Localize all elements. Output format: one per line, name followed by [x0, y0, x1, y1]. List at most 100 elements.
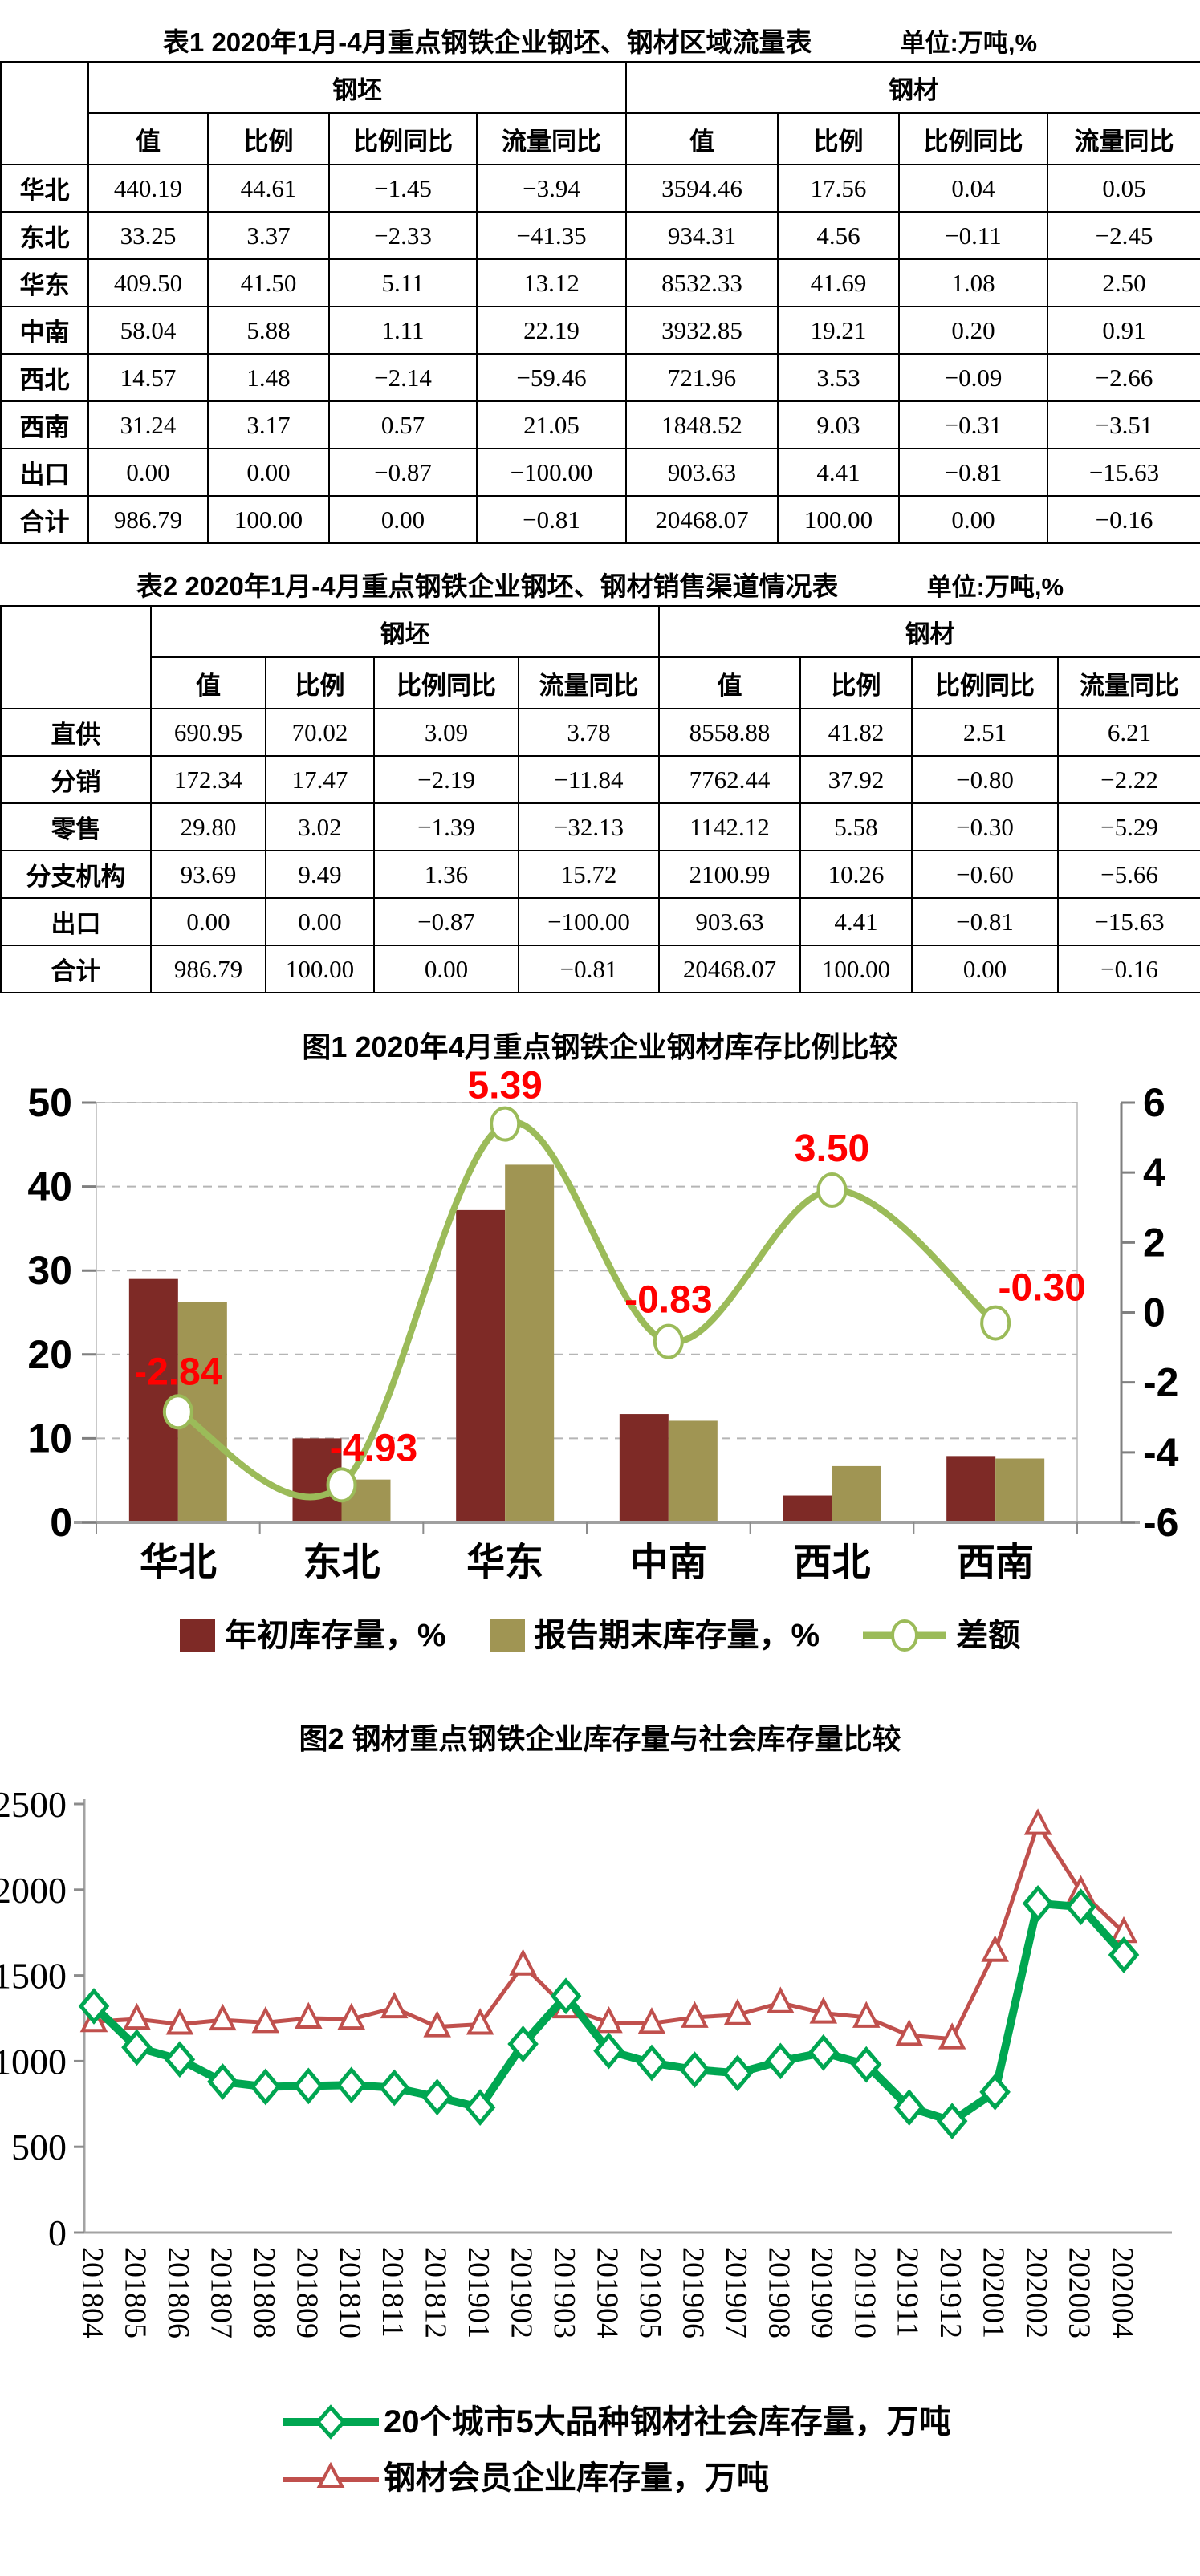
table-cell: 934.31 [625, 211, 779, 260]
col-header-ratio-yoy: 比例同比 [328, 112, 478, 165]
table1-group-billet: 钢坯 [87, 61, 627, 114]
svg-text:5.39: 5.39 [467, 1069, 542, 1107]
svg-text:中南: 中南 [630, 1542, 707, 1584]
svg-text:201909: 201909 [805, 2247, 839, 2338]
figure2-legend: 20个城市5大品种钢材社会库存量，万吨 钢材会员企业库存量，万吨 [0, 2382, 1200, 2497]
table-cell: 7762.44 [658, 755, 801, 804]
col-header-flow-yoy: 流量同比 [518, 656, 660, 709]
svg-text:50: 50 [27, 1080, 72, 1125]
table-cell: 1.36 [373, 850, 519, 899]
table-cell: 1.11 [328, 306, 478, 355]
svg-text:西南: 西南 [957, 1542, 1034, 1584]
svg-text:201809: 201809 [290, 2247, 323, 2338]
table2-section: 表2 2020年1月-4月重点钢铁企业钢坯、钢材销售渠道情况表 单位:万吨,% … [0, 544, 1200, 993]
table-cell: 1848.52 [625, 400, 779, 449]
legend-label: 钢材会员企业库存量，万吨 [384, 2460, 769, 2496]
table-cell: 3594.46 [625, 164, 779, 213]
svg-text:2: 2 [1143, 1220, 1165, 1265]
table-cell: 41.69 [777, 258, 900, 307]
table-cell: −0.81 [518, 945, 660, 993]
table-cell: 100.00 [799, 945, 913, 993]
table-cell: −0.30 [911, 802, 1059, 851]
table-cell: 4.41 [777, 448, 900, 497]
svg-text:华东: 华东 [466, 1542, 543, 1584]
table-cell: 8558.88 [658, 708, 801, 757]
table-cell: −0.81 [476, 495, 627, 544]
table-row-华东: 华东 409.50 41.50 5.11 13.12 8532.33 41.69 1.08 2.… [0, 258, 1200, 307]
table-cell: 0.00 [207, 448, 330, 497]
legend-item-begin-inventory: 年初库存量，% [179, 1619, 446, 1652]
table-cell: 8532.33 [625, 258, 779, 307]
col-header-ratio-yoy: 比例同比 [911, 656, 1059, 709]
row-label: 直供 [0, 708, 152, 757]
table-cell: 58.04 [87, 306, 209, 355]
table-cell: 4.41 [799, 897, 913, 946]
svg-text:0: 0 [48, 2212, 67, 2253]
table-cell: −100.00 [476, 448, 627, 497]
table-cell: −100.00 [518, 897, 660, 946]
table-cell: 3.09 [373, 708, 519, 757]
svg-text:201901: 201901 [462, 2247, 495, 2338]
table-cell: −5.66 [1057, 850, 1200, 899]
table-cell: −2.14 [328, 353, 478, 402]
table2: 钢坯 钢材 值 比例 比例同比 流量同比 值 比例 比例同比 流量同比 直供 69… [0, 605, 1200, 993]
table-cell: 0.00 [265, 897, 375, 946]
table-row-西南: 西南 31.24 3.17 0.57 21.05 1848.52 9.03 −0.31 −3.5… [0, 400, 1200, 449]
table-cell: −0.81 [911, 897, 1059, 946]
table-cell: 31.24 [87, 400, 209, 449]
col-header-value: 值 [150, 656, 266, 709]
difference-line-icon [863, 1618, 947, 1653]
svg-text:0: 0 [50, 1500, 72, 1545]
col-header-ratio-yoy: 比例同比 [373, 656, 519, 709]
table-cell: 44.61 [207, 164, 330, 213]
table-cell: −41.35 [476, 211, 627, 260]
table-cell: 9.03 [777, 400, 900, 449]
svg-text:10: 10 [27, 1416, 72, 1461]
table-row-出口: 出口 0.00 0.00 −0.87 −100.00 903.63 4.41 −0.81 −15… [0, 897, 1200, 946]
table-cell: −32.13 [518, 802, 660, 851]
svg-text:0: 0 [1143, 1290, 1165, 1335]
table-cell: −15.63 [1057, 897, 1200, 946]
table-cell: 2.50 [1047, 258, 1200, 307]
svg-text:1000: 1000 [0, 2041, 67, 2082]
svg-text:201810: 201810 [333, 2247, 367, 2338]
row-label: 西北 [0, 353, 89, 402]
table-cell: −2.66 [1047, 353, 1200, 402]
table-cell: −0.11 [898, 211, 1048, 260]
table-row-直供: 直供 690.95 70.02 3.09 3.78 8558.88 41.82 2.51 6.2… [0, 708, 1200, 757]
svg-text:201903: 201903 [547, 2247, 581, 2338]
svg-text:东北: 东北 [303, 1542, 380, 1584]
svg-text:201805: 201805 [118, 2247, 152, 2338]
row-label: 出口 [0, 897, 152, 946]
table-cell: 0.04 [898, 164, 1048, 213]
table1-group-steel: 钢材 [625, 61, 1200, 114]
table-cell: 13.12 [476, 258, 627, 307]
table-cell: −0.09 [898, 353, 1048, 402]
table-cell: 986.79 [150, 945, 266, 993]
table-cell: 3.78 [518, 708, 660, 757]
svg-text:-4.93: -4.93 [330, 1427, 417, 1469]
table-cell: 17.56 [777, 164, 900, 213]
table-cell: 41.82 [799, 708, 913, 757]
table-cell: 2.51 [911, 708, 1059, 757]
figure2-canvas: 0 500 1000 1500 2000 2500 201804 201805 201806 20… [0, 1784, 1172, 2338]
row-label: 出口 [0, 448, 89, 497]
col-header-value: 值 [658, 656, 801, 709]
table-row-西北: 西北 14.57 1.48 −2.14 −59.46 721.96 3.53 −0.09 −2.… [0, 353, 1200, 402]
table2-group-billet: 钢坯 [150, 605, 660, 658]
table-cell: 5.88 [207, 306, 330, 355]
svg-text:-2.84: -2.84 [134, 1351, 222, 1393]
table-cell: −0.87 [373, 897, 519, 946]
svg-text:201906: 201906 [676, 2247, 710, 2338]
table-cell: 93.69 [150, 850, 266, 899]
svg-text:6: 6 [1143, 1080, 1165, 1125]
table2-corner-cell [0, 605, 152, 709]
table-cell: 29.80 [150, 802, 266, 851]
table-cell: 0.00 [911, 945, 1059, 993]
svg-text:201910: 201910 [848, 2247, 881, 2338]
table-cell: 10.26 [799, 850, 913, 899]
table-cell: 0.57 [328, 400, 478, 449]
table2-group-header-row: 钢坯 钢材 [0, 605, 1200, 709]
col-header-ratio: 比例 [799, 656, 913, 709]
table-cell: 0.00 [87, 448, 209, 497]
